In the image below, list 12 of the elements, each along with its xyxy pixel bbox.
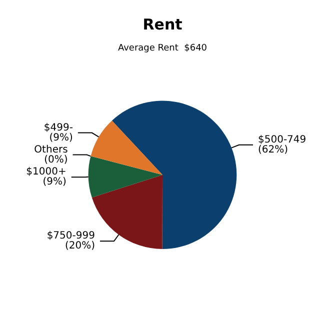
data-label: (20%) [64,240,96,252]
data-label: (9%) [42,176,66,188]
chart-subtitle: Average Rent $640 [118,44,208,54]
legend-label: Others [34,144,68,156]
slice-label: $750-999 [46,230,95,242]
slice-label: $1000+ [26,166,66,178]
data-label: (9%) [49,132,74,144]
chart-title: Rent [142,16,182,34]
text: (0%) [44,154,68,166]
data-label: (62%) [258,144,288,156]
slice-label: $500-749 [258,134,306,146]
slice-label: $499- [44,122,74,134]
